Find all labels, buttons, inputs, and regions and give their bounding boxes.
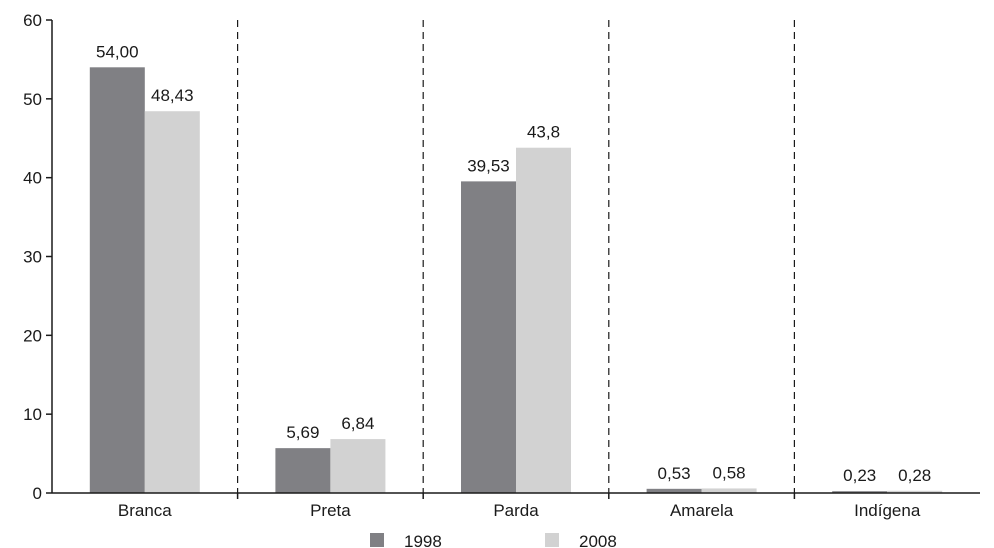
y-tick-label: 50 (23, 90, 42, 109)
legend-item-1998: 1998 (370, 532, 442, 548)
bar-1998-preta (275, 448, 331, 493)
data-label: 0,28 (898, 466, 931, 485)
legend: 1998 2008 (370, 532, 617, 548)
data-label: 54,00 (96, 42, 139, 61)
y-axis: 0 10 20 30 40 50 60 (23, 11, 53, 503)
data-label: 0,58 (713, 463, 746, 482)
category-separators (237, 20, 796, 493)
y-tick-label: 20 (23, 326, 42, 345)
bar-1998-amarela (646, 488, 702, 493)
legend-label: 1998 (404, 532, 442, 548)
legend-item-2008: 2008 (545, 532, 617, 548)
y-tick-label: 0 (33, 484, 42, 503)
data-label: 6,84 (341, 414, 374, 433)
x-tick-label: Preta (310, 501, 351, 520)
x-tick-label: Indígena (854, 501, 921, 520)
y-tick-label: 40 (23, 169, 42, 188)
x-axis: Branca Preta Parda Amarela Indígena (52, 492, 980, 520)
bar-1998-indígena (832, 491, 888, 493)
data-label: 0,53 (658, 464, 691, 483)
bar-2008-parda (516, 147, 571, 493)
bar-1998-branca (89, 67, 145, 494)
x-tick-label: Amarela (670, 501, 734, 520)
data-labels: 54,00 48,43 5,69 6,84 39,53 43,8 0,53 0,58 0,23 0… (96, 42, 931, 485)
legend-swatch (370, 533, 384, 547)
bar-1998-parda (461, 181, 516, 493)
y-tick-label: 30 (23, 248, 42, 267)
data-label: 5,69 (286, 423, 319, 442)
data-label: 48,43 (151, 86, 194, 105)
data-label: 43,8 (527, 123, 560, 142)
legend-swatch (545, 533, 559, 547)
y-tick-label: 10 (23, 405, 42, 424)
legend-label: 2008 (579, 532, 617, 548)
bar-2008-indígena (887, 490, 943, 493)
x-tick-label: Branca (118, 501, 172, 520)
x-tick-label: Parda (493, 501, 539, 520)
data-label: 0,23 (843, 466, 876, 485)
bar-2008-branca (144, 111, 200, 493)
bar-2008-amarela (701, 488, 757, 493)
bars (89, 67, 943, 494)
data-label: 39,53 (467, 156, 510, 175)
bar-2008-preta (330, 439, 386, 493)
y-tick-label: 60 (23, 11, 42, 30)
